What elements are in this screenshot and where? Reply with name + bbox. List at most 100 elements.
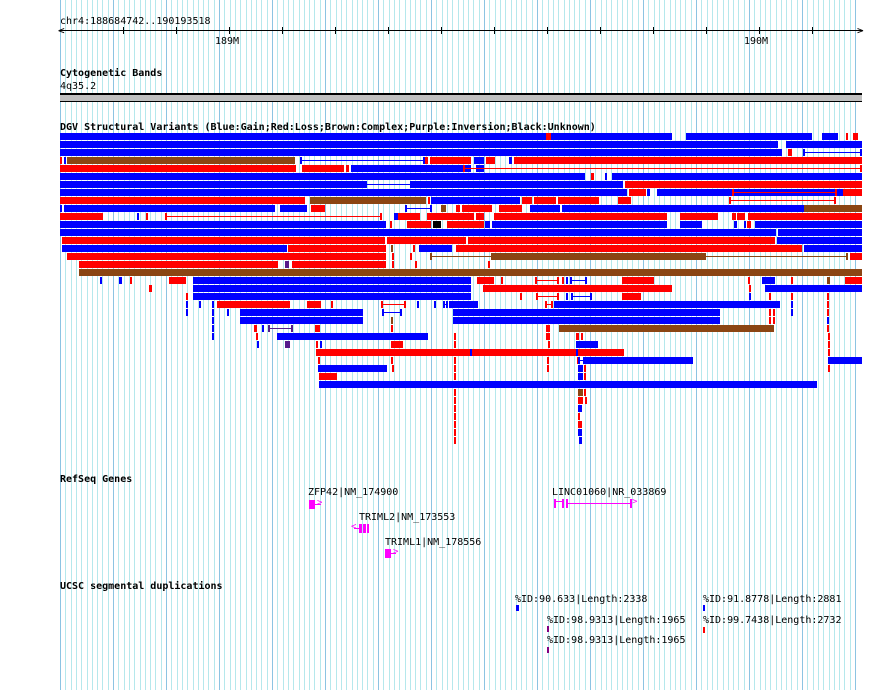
variant-feature[interactable]: [398, 213, 420, 220]
variant-feature[interactable]: [578, 413, 580, 420]
variant-feature[interactable]: [60, 189, 627, 196]
variant-feature[interactable]: [391, 341, 403, 348]
variant-feature[interactable]: [423, 157, 425, 164]
variant-feature[interactable]: [404, 301, 406, 308]
variant-feature[interactable]: [777, 237, 862, 244]
variant-feature[interactable]: [392, 253, 394, 260]
variant-feature[interactable]: [476, 213, 484, 220]
variant-feature[interactable]: [828, 341, 830, 348]
variant-feature[interactable]: [477, 277, 494, 284]
variant-feature[interactable]: [212, 317, 214, 324]
variant-feature[interactable]: [60, 213, 103, 220]
variant-feature[interactable]: [186, 301, 188, 308]
variant-feature[interactable]: [827, 317, 829, 324]
variant-feature[interactable]: [584, 357, 693, 364]
variant-feature[interactable]: [827, 309, 829, 316]
variant-feature[interactable]: [454, 389, 456, 396]
variant-feature[interactable]: [846, 133, 848, 140]
variant-feature[interactable]: [193, 285, 471, 292]
variant-feature[interactable]: [791, 309, 793, 316]
variant-feature[interactable]: [536, 293, 538, 300]
variant-feature[interactable]: [845, 277, 862, 284]
variant-feature[interactable]: [391, 357, 393, 364]
variant-feature[interactable]: [392, 261, 394, 268]
variant-feature[interactable]: [765, 285, 862, 292]
ruler-right-arrow-icon[interactable]: >: [857, 24, 864, 37]
variant-feature[interactable]: [576, 333, 579, 340]
variant-feature[interactable]: [217, 301, 290, 308]
variant-feature[interactable]: [292, 261, 386, 268]
variant-feature[interactable]: [485, 221, 490, 228]
variant-feature[interactable]: [62, 245, 287, 252]
variant-feature[interactable]: [453, 317, 720, 324]
variant-feature[interactable]: [300, 157, 302, 164]
variant-feature[interactable]: [546, 325, 550, 332]
variant-feature[interactable]: [579, 437, 582, 444]
variant-feature[interactable]: [302, 165, 344, 172]
variant-feature[interactable]: [755, 221, 862, 228]
variant-feature[interactable]: [483, 285, 672, 292]
variant-feature[interactable]: [318, 365, 387, 372]
variant-feature[interactable]: [557, 277, 559, 284]
variant-feature[interactable]: [578, 405, 582, 412]
variant-feature[interactable]: [769, 309, 771, 316]
variant-feature[interactable]: [566, 277, 568, 284]
variant-feature[interactable]: [240, 317, 363, 324]
variant-feature[interactable]: [277, 333, 428, 340]
variant-feature[interactable]: [454, 429, 456, 436]
variant-feature[interactable]: [262, 325, 264, 332]
variant-feature[interactable]: [427, 213, 474, 220]
variant-feature[interactable]: [545, 301, 547, 308]
variant-feature[interactable]: [199, 301, 201, 308]
variant-feature[interactable]: [554, 301, 780, 308]
variant-feature[interactable]: [193, 293, 471, 300]
variant-feature[interactable]: [60, 157, 62, 164]
variant-feature[interactable]: [629, 189, 646, 196]
variant-feature[interactable]: [747, 221, 751, 228]
variant-feature[interactable]: [534, 197, 556, 204]
variant-feature[interactable]: [319, 381, 817, 388]
variant-feature[interactable]: [454, 357, 456, 364]
variant-feature[interactable]: [405, 205, 407, 212]
variant-feature[interactable]: [585, 277, 587, 284]
variant-feature[interactable]: [535, 277, 537, 284]
variant-feature[interactable]: [212, 301, 214, 308]
variant-feature[interactable]: [280, 205, 307, 212]
variant-feature[interactable]: [149, 285, 152, 292]
variant-feature[interactable]: [680, 213, 718, 220]
variant-feature[interactable]: [494, 213, 667, 220]
variant-feature[interactable]: [571, 293, 573, 300]
variant-feature[interactable]: [415, 261, 417, 268]
variant-feature[interactable]: [850, 253, 862, 260]
variant-feature[interactable]: [100, 277, 102, 284]
variant-feature[interactable]: [454, 373, 456, 380]
variant-feature[interactable]: [410, 253, 412, 260]
variant-feature[interactable]: [254, 325, 257, 332]
variant-feature[interactable]: [412, 181, 623, 188]
variant-feature[interactable]: [433, 221, 441, 228]
variant-feature[interactable]: [311, 205, 325, 212]
variant-feature[interactable]: [462, 205, 492, 212]
variant-feature[interactable]: [456, 205, 460, 212]
variant-feature[interactable]: [331, 301, 333, 308]
variant-feature[interactable]: [454, 413, 456, 420]
variant-feature[interactable]: [413, 245, 415, 252]
variant-feature[interactable]: [514, 157, 862, 164]
variant-feature[interactable]: [431, 197, 520, 204]
variant-feature[interactable]: [417, 301, 419, 308]
variant-feature[interactable]: [769, 293, 771, 300]
ruler-left-arrow-icon[interactable]: <: [58, 24, 65, 37]
variant-feature[interactable]: [64, 157, 66, 164]
variant-feature[interactable]: [605, 173, 607, 180]
variant-feature[interactable]: [285, 261, 289, 268]
variant-feature[interactable]: [578, 429, 582, 436]
variant-feature[interactable]: [827, 325, 829, 332]
variant-feature[interactable]: [680, 221, 702, 228]
variant-feature[interactable]: [186, 293, 188, 300]
variant-feature[interactable]: [559, 325, 774, 332]
variant-feature[interactable]: [60, 205, 62, 212]
variant-feature[interactable]: [285, 341, 290, 348]
variant-feature[interactable]: [773, 317, 775, 324]
variant-feature[interactable]: [449, 301, 478, 308]
variant-feature[interactable]: [400, 309, 402, 316]
